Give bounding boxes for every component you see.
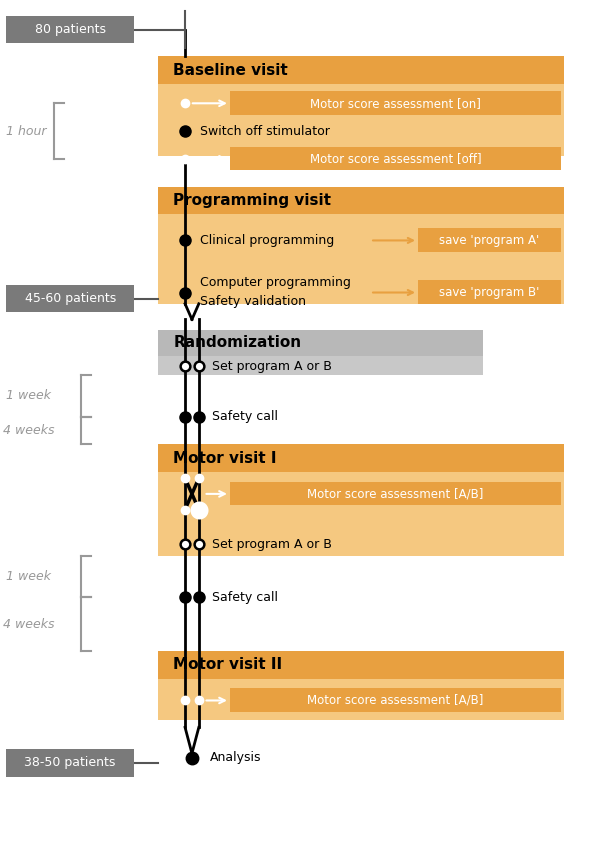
Bar	[158, 214, 564, 304]
Bar	[418, 280, 561, 304]
Bar	[158, 444, 564, 472]
Text: Safety validation: Safety validation	[200, 295, 306, 307]
Bar	[6, 285, 134, 312]
Text: 4 weeks: 4 weeks	[3, 424, 54, 437]
Text: Computer programming: Computer programming	[200, 276, 351, 288]
Text: Baseline visit: Baseline visit	[173, 62, 288, 78]
Text: Safety call: Safety call	[212, 591, 278, 603]
Bar	[158, 472, 564, 556]
Text: save 'program A': save 'program A'	[439, 234, 540, 247]
Bar	[158, 444, 564, 556]
Bar	[418, 228, 561, 252]
Bar	[158, 84, 564, 156]
Text: 45-60 patients: 45-60 patients	[24, 293, 116, 305]
Bar	[158, 187, 564, 304]
Bar	[158, 56, 564, 84]
Text: 38-50 patients: 38-50 patients	[24, 757, 116, 769]
Bar	[230, 147, 561, 170]
Bar	[6, 749, 134, 777]
Text: 1 week: 1 week	[6, 570, 51, 582]
Text: Motor score assessment [A/B]: Motor score assessment [A/B]	[307, 694, 484, 707]
Text: Motor score assessment [A/B]: Motor score assessment [A/B]	[307, 488, 484, 500]
Text: Motor score assessment [off]: Motor score assessment [off]	[310, 153, 481, 165]
Bar	[158, 187, 564, 214]
Text: 1 hour: 1 hour	[6, 125, 47, 137]
Text: Randomization: Randomization	[173, 335, 301, 351]
Bar	[158, 651, 564, 679]
Text: Analysis: Analysis	[210, 752, 261, 764]
Bar	[230, 482, 561, 505]
Text: Set program A or B: Set program A or B	[212, 538, 332, 550]
Text: Set program A or B: Set program A or B	[212, 360, 332, 373]
Bar	[158, 330, 483, 375]
Bar	[158, 330, 483, 356]
Text: Safety call: Safety call	[212, 411, 278, 423]
Text: 80 patients: 80 patients	[35, 23, 106, 36]
Bar	[158, 679, 564, 720]
Text: 4 weeks: 4 weeks	[3, 618, 54, 630]
Text: Programming visit: Programming visit	[173, 193, 331, 208]
Text: Switch off stimulator: Switch off stimulator	[200, 125, 330, 137]
Bar	[230, 91, 561, 115]
Bar	[158, 651, 564, 720]
Text: 1 week: 1 week	[6, 390, 51, 402]
Bar	[158, 56, 564, 156]
Bar	[230, 688, 561, 712]
Text: save 'program B': save 'program B'	[439, 286, 540, 299]
Text: Motor visit II: Motor visit II	[173, 657, 282, 673]
Text: Motor visit I: Motor visit I	[173, 450, 276, 466]
Bar	[6, 16, 134, 43]
Text: Clinical programming: Clinical programming	[200, 234, 334, 247]
Text: Motor score assessment [on]: Motor score assessment [on]	[310, 97, 481, 109]
